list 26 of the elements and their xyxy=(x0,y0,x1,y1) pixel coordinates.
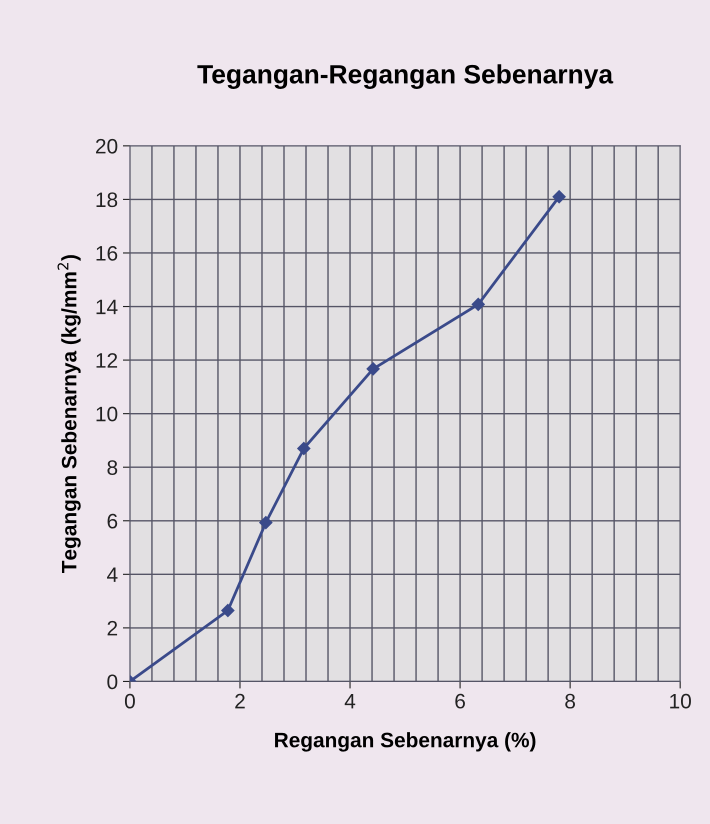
point xyxy=(221,604,234,618)
x-tick-label: 2 xyxy=(235,694,245,708)
y-tick-label: 0 xyxy=(107,674,118,690)
point xyxy=(259,516,272,530)
point xyxy=(552,190,566,204)
point xyxy=(472,298,485,311)
x-tick-label: 6 xyxy=(455,694,465,709)
y-tick-label: 8 xyxy=(107,460,118,475)
x-tick-label: 0 xyxy=(124,694,135,709)
y-tick-label: 18 xyxy=(96,192,118,208)
x-tick-label: 4 xyxy=(344,694,356,708)
y-tick-label: 20 xyxy=(96,138,118,154)
chart-title: Tegangan-Regangan Sebenarnya xyxy=(197,64,614,89)
y-tick-label: 4 xyxy=(107,568,118,582)
x-tick-label: 10 xyxy=(670,694,691,709)
y-tick-label: 12 xyxy=(96,353,118,368)
x-axis-title: Regangan Sebenarnya (%) xyxy=(275,732,536,752)
y-tick-label: 10 xyxy=(96,406,118,422)
y-axis-title: Tegangan Sebenarnya (kg/mm$^{2}$) xyxy=(58,255,81,573)
y-tick-label: 2 xyxy=(108,620,118,636)
point xyxy=(297,442,310,456)
y-tick-label: 14 xyxy=(96,300,118,314)
y-tick-label: 6 xyxy=(108,514,118,529)
y-tick-label: 16 xyxy=(96,246,118,261)
x-tick-label: 8 xyxy=(565,694,576,709)
point xyxy=(366,362,380,376)
